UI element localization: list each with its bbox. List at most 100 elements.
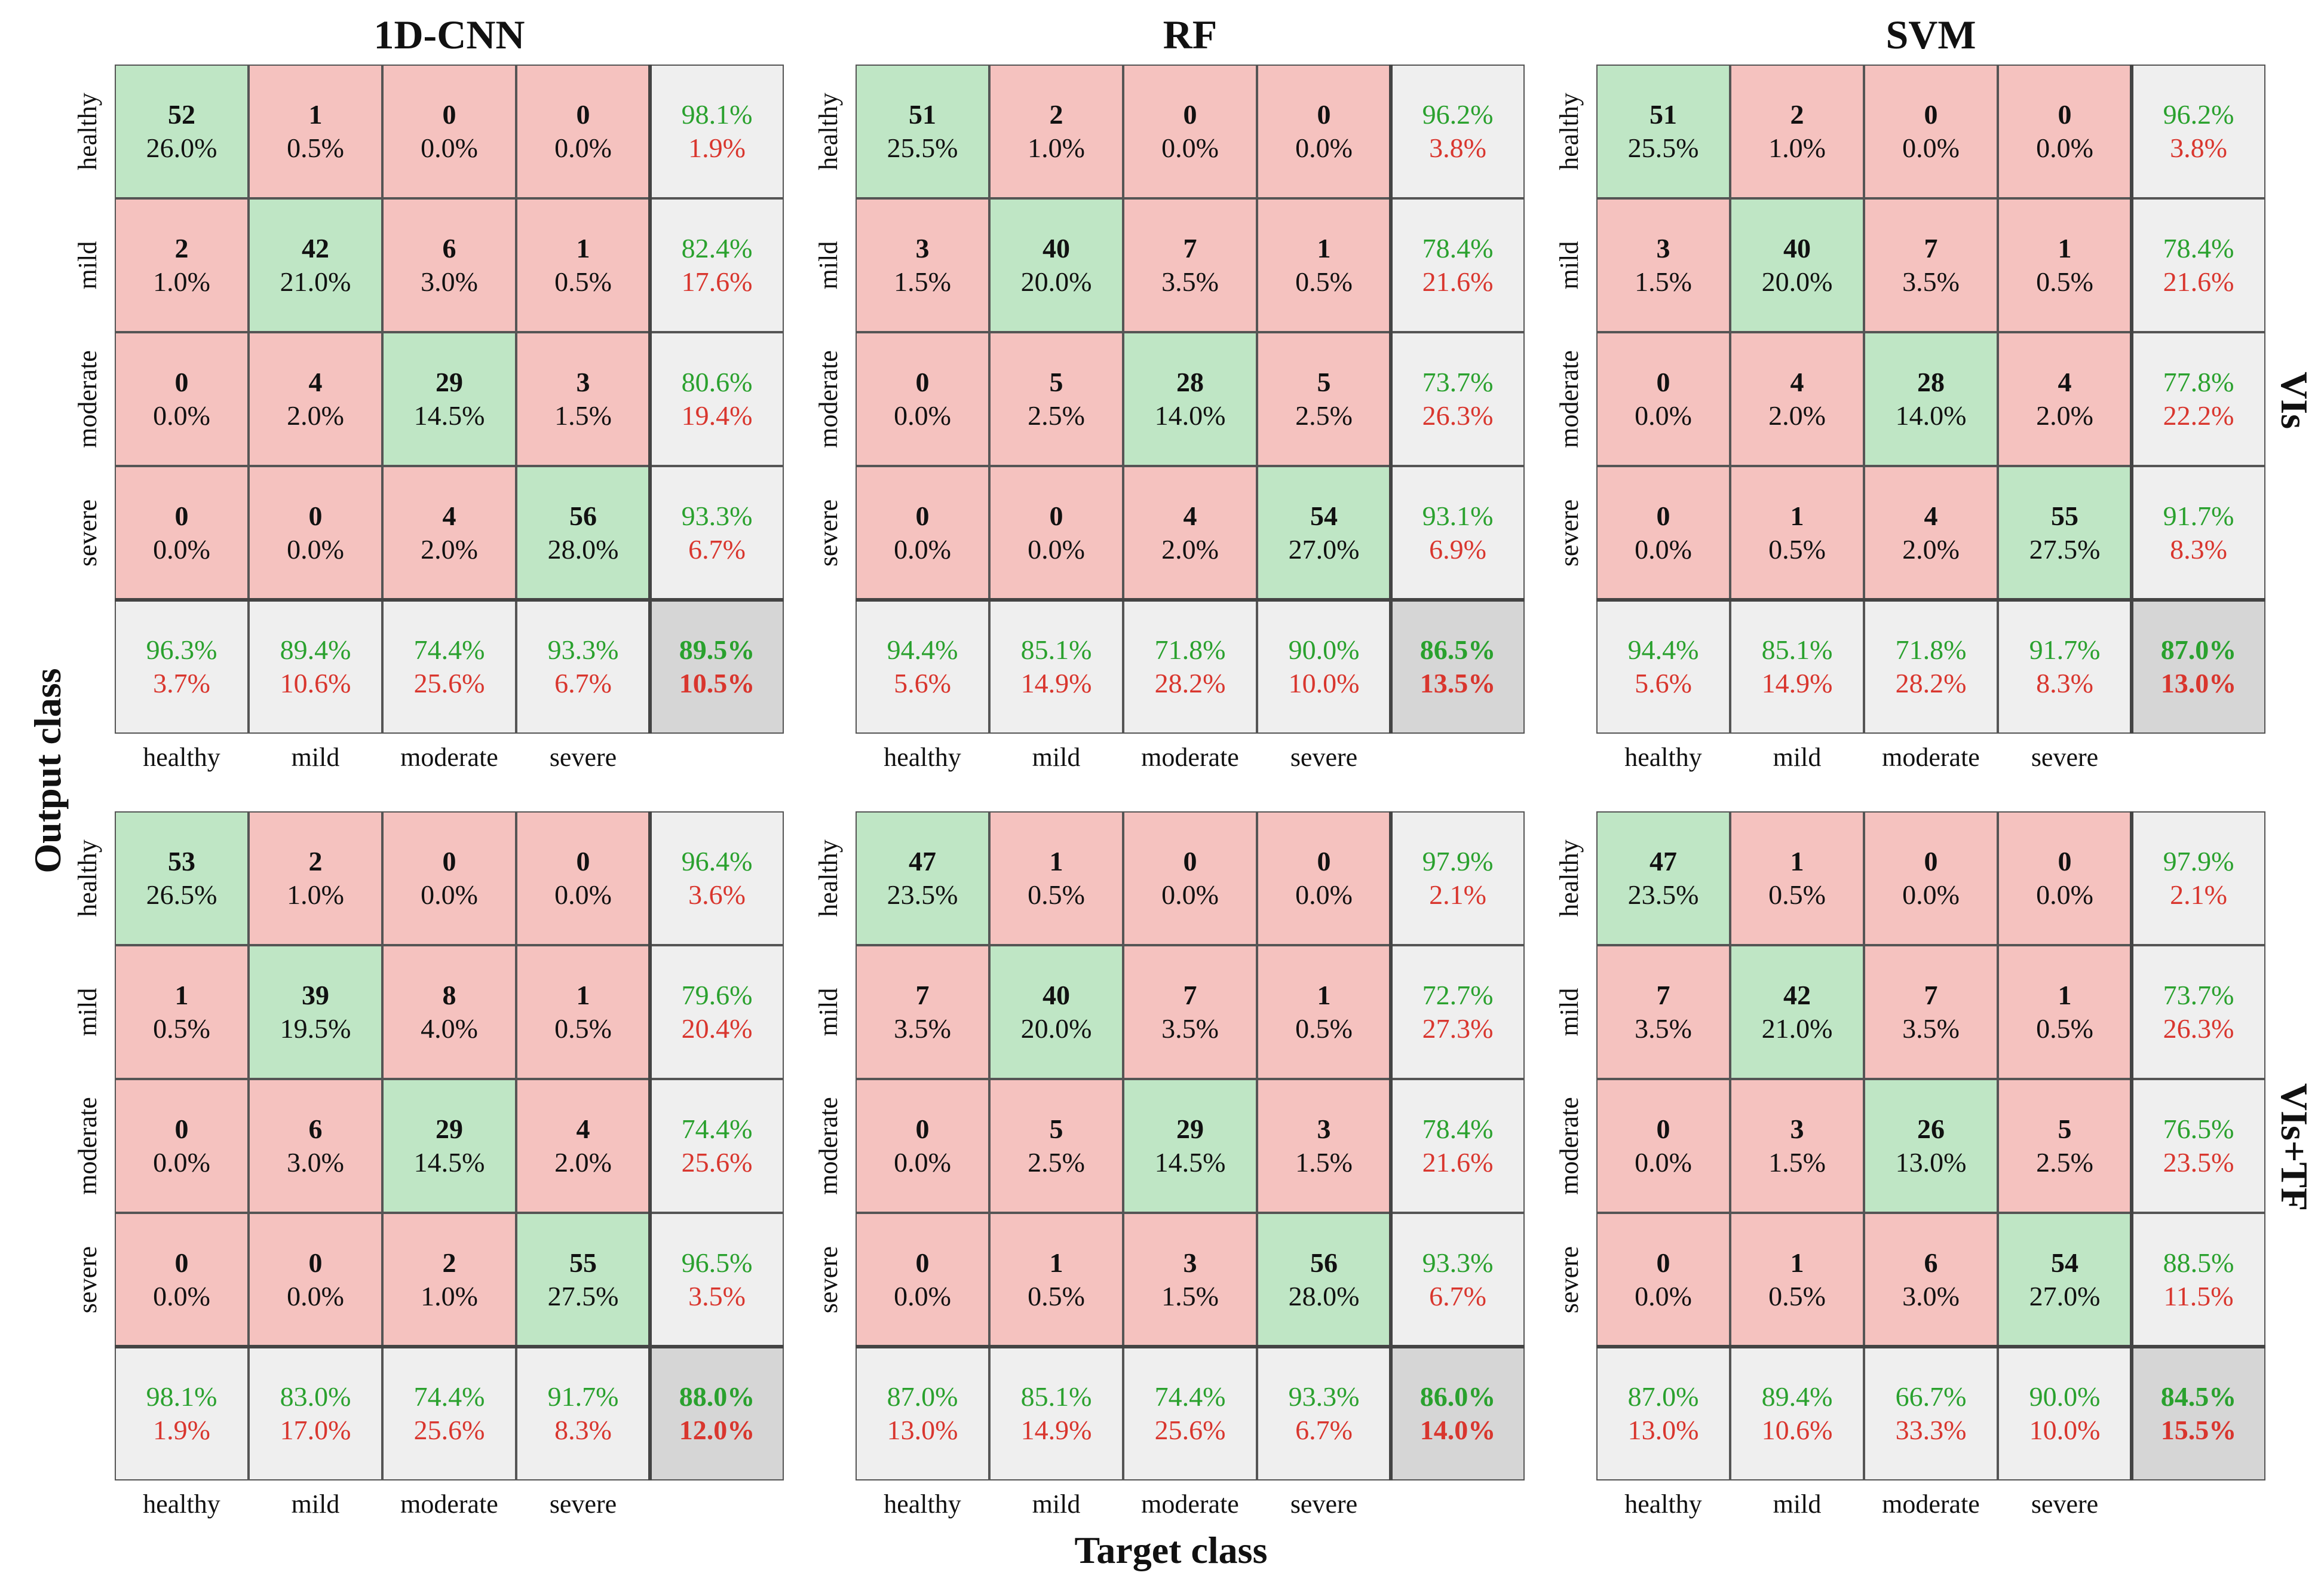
overall-accuracy: 88.0% <box>679 1381 755 1412</box>
column-summary-cell: 94.4% 5.6% <box>1596 600 1730 734</box>
error-value: 25.6% <box>1154 1415 1226 1445</box>
cell-percent: 3.5% <box>1161 266 1219 297</box>
matrix-cell: 5 2.5% <box>989 332 1123 466</box>
cell-percent: 0.0% <box>421 133 478 163</box>
precision-value: 78.4% <box>2163 233 2234 263</box>
cell-percent: 0.0% <box>1295 879 1353 910</box>
panel-title: RF <box>1163 12 1218 57</box>
matrix-cell: 0 0.0% <box>1123 811 1257 945</box>
cell-count: 47 <box>909 846 936 876</box>
error-value: 8.3% <box>554 1415 612 1445</box>
row-label-moderate: moderate <box>1555 1097 1584 1195</box>
cell-percent: 1.5% <box>554 400 612 431</box>
cell-percent: 21.0% <box>1761 1013 1833 1044</box>
row-label-healthy: healthy <box>1555 93 1584 170</box>
column-label-moderate: moderate <box>1141 1489 1239 1519</box>
row-label-moderate: moderate <box>73 1097 102 1195</box>
recall-value: 85.1% <box>1020 634 1092 665</box>
column-summary-cell: 91.7% 8.3% <box>1998 600 2132 734</box>
column-label-healthy: healthy <box>884 743 961 772</box>
row-label-healthy: healthy <box>73 93 102 170</box>
cell-percent: 20.0% <box>1020 1013 1092 1044</box>
overall-accuracy-cell: 84.5% 15.5% <box>2132 1347 2265 1480</box>
matrix-cell: 0 0.0% <box>115 332 249 466</box>
cell-count: 0 <box>174 501 189 531</box>
error-value: 17.0% <box>280 1415 351 1445</box>
error-value: 5.6% <box>894 668 951 698</box>
error-value: 2.1% <box>1429 879 1486 910</box>
cell-percent: 2.0% <box>421 534 478 565</box>
cell-percent: 21.0% <box>280 266 351 297</box>
cell-percent: 0.0% <box>287 534 344 565</box>
row-label-severe: severe <box>1555 1246 1584 1314</box>
cell-percent: 19.5% <box>280 1013 351 1044</box>
matrix-cell: 7 3.5% <box>1864 945 1998 1079</box>
matrix-cell: 0 0.0% <box>115 466 249 600</box>
summary-separator-horizontal <box>856 1345 1525 1348</box>
cell-count: 0 <box>442 846 456 876</box>
matrix-cell: 54 27.0% <box>1257 466 1391 600</box>
matrix-cell: 1 0.5% <box>1730 811 1864 945</box>
cell-count: 3 <box>915 233 930 263</box>
cell-percent: 2.0% <box>2036 400 2093 431</box>
matrix-cell: 42 21.0% <box>249 198 382 332</box>
error-value: 11.5% <box>2163 1281 2234 1311</box>
error-value: 8.3% <box>2036 668 2093 698</box>
error-value: 26.3% <box>2163 1013 2234 1044</box>
cell-percent: 2.0% <box>554 1147 612 1178</box>
cell-percent: 13.0% <box>1895 1147 1967 1178</box>
recall-value: 89.4% <box>280 634 351 665</box>
cell-count: 0 <box>915 501 930 531</box>
error-value: 10.6% <box>280 668 351 698</box>
cell-count: 7 <box>1656 980 1670 1010</box>
cell-percent: 0.0% <box>894 1147 951 1178</box>
column-label-moderate: moderate <box>400 1489 498 1519</box>
cell-percent: 28.0% <box>547 534 619 565</box>
cell-percent: 1.0% <box>1768 133 1826 163</box>
column-summary-cell: 91.7% 8.3% <box>516 1347 650 1480</box>
overall-accuracy-cell: 87.0% 13.0% <box>2132 600 2265 734</box>
cell-count: 8 <box>442 980 456 1010</box>
row-summary-cell: 88.5% 11.5% <box>2132 1213 2265 1347</box>
cell-percent: 27.5% <box>547 1281 619 1311</box>
precision-value: 74.4% <box>681 1114 753 1144</box>
column-summary-cell: 89.4% 10.6% <box>249 600 382 734</box>
precision-value: 88.5% <box>2163 1247 2234 1278</box>
matrix-cell: 1 0.5% <box>989 811 1123 945</box>
cell-count: 55 <box>2051 501 2078 531</box>
cell-count: 0 <box>915 1114 930 1144</box>
cell-count: 42 <box>302 233 329 263</box>
column-label-moderate: moderate <box>400 743 498 772</box>
cell-percent: 1.5% <box>1161 1281 1219 1311</box>
matrix-cell: 0 0.0% <box>856 332 989 466</box>
cell-count: 51 <box>909 99 936 130</box>
matrix-cell: 0 0.0% <box>856 1079 989 1213</box>
precision-value: 96.4% <box>681 846 753 876</box>
matrix-cell: 0 0.0% <box>856 1213 989 1347</box>
cell-count: 40 <box>1783 233 1811 263</box>
matrix-cell: 0 0.0% <box>516 65 650 198</box>
cell-percent: 0.0% <box>153 1147 210 1178</box>
cell-count: 40 <box>1043 980 1070 1010</box>
matrix-cell: 28 14.0% <box>1123 332 1257 466</box>
recall-value: 96.3% <box>146 634 217 665</box>
cell-count: 0 <box>308 501 323 531</box>
cell-count: 28 <box>1917 367 1945 397</box>
cell-percent: 0.5% <box>153 1013 210 1044</box>
row-label-mild: mild <box>1555 988 1584 1037</box>
column-summary-cell: 74.4% 25.6% <box>1123 1347 1257 1480</box>
precision-value: 79.6% <box>681 980 753 1010</box>
cell-count: 7 <box>1924 980 1938 1010</box>
cell-count: 0 <box>1183 846 1197 876</box>
cell-percent: 0.0% <box>894 400 951 431</box>
cell-percent: 2.0% <box>1161 534 1219 565</box>
matrix-cell: 56 28.0% <box>516 466 650 600</box>
recall-value: 94.4% <box>887 634 958 665</box>
precision-value: 78.4% <box>1422 233 1494 263</box>
column-summary-cell: 71.8% 28.2% <box>1123 600 1257 734</box>
cell-percent: 0.0% <box>1635 1281 1692 1311</box>
cell-count: 3 <box>1656 233 1670 263</box>
row-summary-cell: 93.3% 6.7% <box>1391 1213 1525 1347</box>
cell-count: 0 <box>1924 846 1938 876</box>
matrix-cell: 7 3.5% <box>1123 198 1257 332</box>
